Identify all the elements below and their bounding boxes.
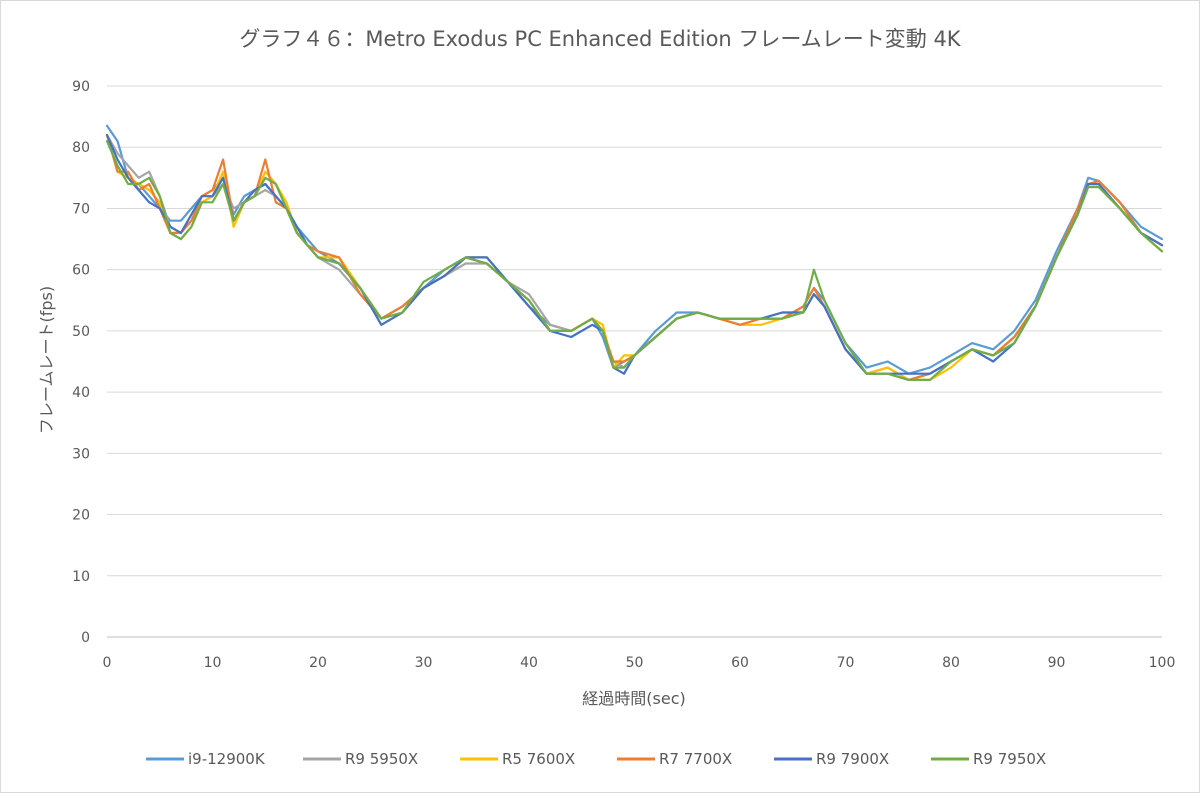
legend-label: R9 7950X [973,750,1046,768]
legend-label: R9 7900X [816,750,889,768]
x-axis-ticks: 0 10 20 30 40 50 60 70 80 90 100 [103,655,1176,671]
series-lines [105,124,1164,381]
legend-label: R5 7600X [502,750,575,768]
y-tick-label: 40 [72,385,90,401]
y-tick-label: 30 [72,446,90,462]
y-tick-label: 90 [72,79,90,95]
gridlines [107,85,1162,638]
legend-label: i9-12900K [188,750,266,768]
x-tick-label: 30 [415,655,433,671]
x-axis-label: 経過時間(sec) [582,689,685,708]
x-tick-label: 40 [520,655,538,671]
legend-item: i9-12900K [146,750,266,768]
x-tick-label: 90 [1048,655,1066,671]
legend-item: R7 7700X [617,750,732,768]
legend: i9-12900K R9 5950X R5 7600X R7 7700X R9 7900… [146,750,1046,768]
chart-title: グラフ４６：Metro Exodus PC Enhanced Edition フ… [239,27,961,51]
y-tick-label: 20 [72,508,90,524]
y-axis-ticks: 0 10 20 30 40 50 60 70 80 90 [72,79,90,646]
legend-item: R5 7600X [460,750,575,768]
legend-label: R9 5950X [345,750,418,768]
legend-label: R7 7700X [659,750,732,768]
x-tick-label: 20 [309,655,327,671]
x-tick-label: 60 [731,655,749,671]
y-tick-label: 10 [72,569,90,585]
legend-item: R9 7900X [774,750,889,768]
x-tick-label: 10 [204,655,222,671]
y-tick-label: 50 [72,324,90,340]
y-tick-label: 60 [72,263,90,279]
legend-item: R9 7950X [931,750,1046,768]
y-axis-label: フレームレート(fps) [37,286,56,434]
x-tick-label: 70 [837,655,855,671]
y-tick-label: 80 [72,140,90,156]
x-tick-label: 0 [103,655,112,671]
series-line-r5-7600x [105,133,1164,381]
series-line-r9-7950x [105,140,1164,381]
x-tick-label: 100 [1149,655,1176,671]
y-tick-label: 70 [72,201,90,217]
x-tick-label: 50 [626,655,644,671]
legend-item: R9 5950X [303,750,418,768]
y-tick-label: 0 [81,630,90,646]
x-tick-label: 80 [942,655,960,671]
